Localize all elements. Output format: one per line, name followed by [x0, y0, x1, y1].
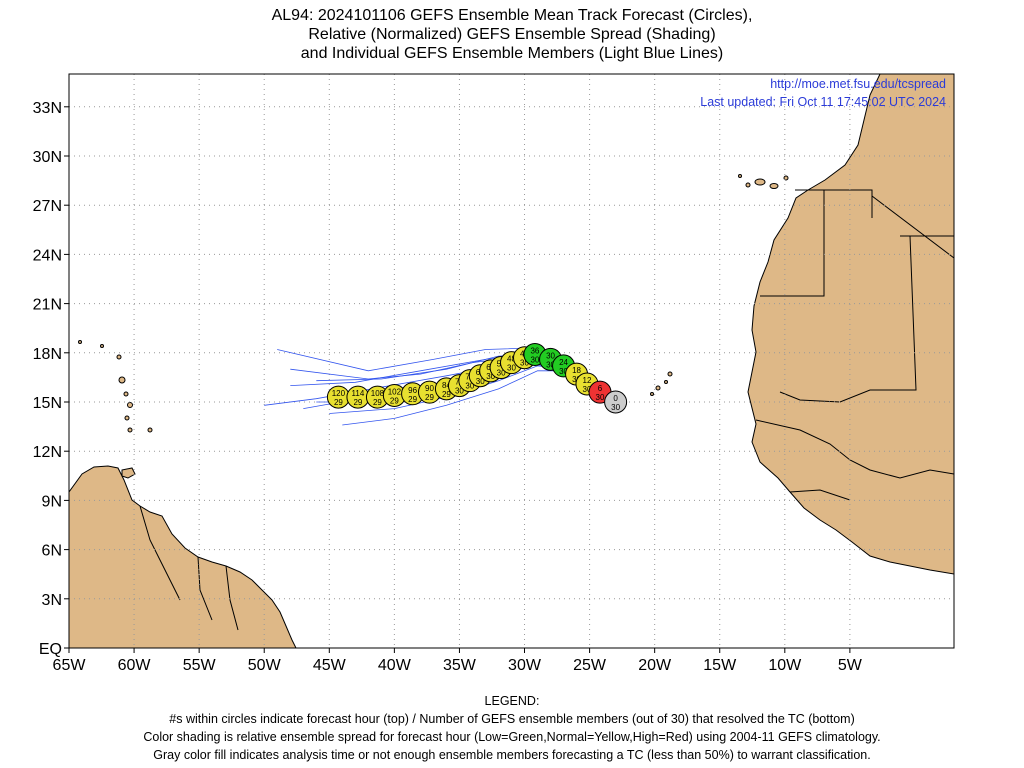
member-count-label: 30	[583, 385, 592, 394]
forecast-map: 1202911429108291022996299029842978307230…	[33, 73, 955, 674]
forecast-hour-label: 12	[583, 376, 592, 385]
lon-tick-label: 5W	[838, 657, 863, 674]
legend-line-3: Gray color fill indicates analysis time …	[153, 748, 871, 762]
lon-tick-label: 10W	[768, 657, 802, 674]
member-count-label: 30	[546, 360, 555, 369]
forecast-hour-label: 48	[507, 355, 516, 364]
lon-tick-label: 60W	[118, 657, 152, 674]
source-url-link[interactable]: http://moe.met.fsu.edu/tcspread	[770, 77, 946, 91]
member-count-label: 30	[596, 393, 605, 402]
lat-tick-label: 30N	[33, 149, 62, 166]
chart-title: AL94: 2024101106 GEFS Ensemble Mean Trac…	[0, 6, 1024, 63]
lat-tick-label: 24N	[33, 247, 62, 264]
forecast-hour-label: 18	[572, 366, 581, 375]
member-count-label: 30	[530, 355, 539, 364]
member-count-label: 29	[334, 398, 343, 407]
member-count-label: 30	[476, 377, 485, 386]
ensemble-mean-track: 1202911429108291022996299029842978307230…	[326, 342, 628, 414]
lon-tick-label: 55W	[183, 657, 217, 674]
trinidad-land	[121, 467, 136, 479]
forecast-hour-label: 6	[598, 384, 603, 393]
lat-tick-label: 27N	[33, 198, 62, 215]
lon-tick-label: 30W	[508, 657, 542, 674]
plot-frame	[68, 73, 955, 649]
forecast-hour-label: 36	[530, 346, 539, 355]
member-count-label: 30	[611, 403, 620, 412]
graticule-grid	[68, 74, 954, 648]
lon-tick-label: 25W	[573, 657, 607, 674]
lon-tick-label: 65W	[53, 657, 87, 674]
forecast-hour-label: 24	[559, 358, 568, 367]
member-count-label: 30	[559, 367, 568, 376]
member-count-label: 29	[442, 390, 451, 399]
lat-tick-label: 6N	[42, 543, 62, 560]
country-borders	[139, 189, 954, 631]
latitude-axis: 33N 30N 27N 24N 21N 18N 15N 12N 9N 6N 3N EQ	[33, 100, 69, 658]
member-count-label: 30	[486, 372, 495, 381]
lat-tick-label: 18N	[33, 346, 62, 363]
forecast-hour-label: 90	[425, 384, 434, 393]
member-count-label: 29	[390, 396, 399, 405]
member-count-label: 30	[465, 382, 474, 391]
title-line-3: and Individual GEFS Ensemble Members (Li…	[300, 45, 724, 62]
member-count-label: 29	[408, 395, 417, 404]
longitude-axis: 65W 60W 55W 50W 45W 40W 35W 30W 25W 20W 15W 10W 5W	[53, 648, 863, 674]
member-count-label: 29	[353, 398, 362, 407]
africa-land	[747, 74, 954, 575]
forecast-hour-label: 108	[371, 389, 385, 398]
lon-tick-label: 35W	[443, 657, 477, 674]
forecast-hour-label: 0	[613, 394, 618, 403]
lon-tick-label: 20W	[638, 657, 672, 674]
forecast-hour-label: 30	[546, 351, 555, 360]
lat-tick-label: 15N	[33, 395, 62, 412]
legend-line-1: #s within circles indicate forecast hour…	[169, 712, 855, 726]
lon-tick-label: 15W	[703, 657, 737, 674]
lat-tick-label: 3N	[42, 592, 62, 609]
lesser-antilles-islands	[78, 340, 153, 433]
forecast-hour-label: 102	[388, 387, 402, 396]
lon-tick-label: 50W	[248, 657, 282, 674]
member-count-label: 30	[455, 387, 464, 396]
member-count-label: 30	[507, 364, 516, 373]
forecast-hour-label: 120	[332, 389, 346, 398]
legend-line-2: Color shading is relative ensemble sprea…	[143, 730, 881, 744]
lon-tick-label: 40W	[378, 657, 412, 674]
forecast-circle	[604, 390, 628, 414]
lat-tick-label: 33N	[33, 100, 62, 117]
lat-tick-label: EQ	[39, 641, 62, 658]
legend-heading: LEGEND:	[484, 694, 540, 708]
lon-tick-label: 45W	[313, 657, 347, 674]
lat-tick-label: 12N	[33, 444, 62, 461]
last-updated-text: Last updated: Fri Oct 11 17:45:02 UTC 20…	[700, 95, 946, 109]
member-count-label: 30	[497, 369, 506, 378]
title-line-1: AL94: 2024101106 GEFS Ensemble Mean Trac…	[271, 7, 753, 24]
member-count-label: 29	[425, 393, 434, 402]
lat-tick-label: 9N	[42, 493, 62, 510]
cape-verde-islands	[650, 371, 673, 396]
member-count-label: 30	[520, 359, 529, 368]
forecast-hour-label: 84	[442, 381, 451, 390]
member-count-label: 29	[373, 398, 382, 407]
legend: LEGEND: #s within circles indicate forec…	[0, 692, 1024, 764]
land-masses	[69, 74, 954, 648]
forecast-hour-label: 96	[408, 386, 417, 395]
lat-tick-label: 21N	[33, 297, 62, 314]
title-line-2: Relative (Normalized) GEFS Ensemble Spre…	[308, 26, 716, 43]
forecast-hour-label: 114	[352, 389, 365, 398]
